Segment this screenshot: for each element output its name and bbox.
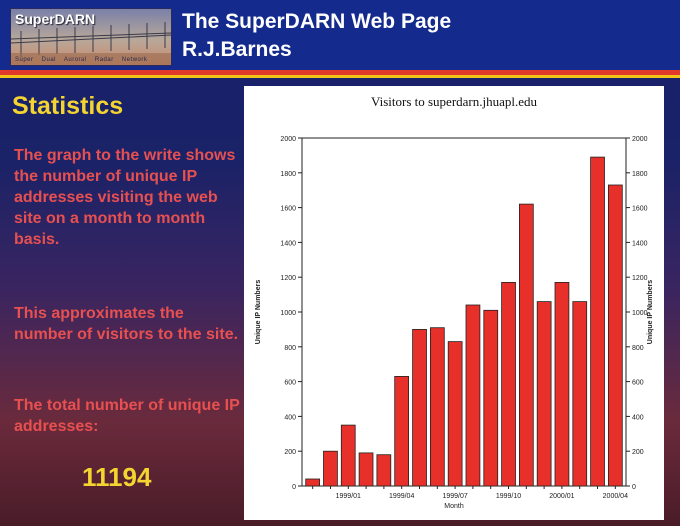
red-divider: [0, 70, 680, 75]
bar-1999-09: [483, 309, 499, 487]
bar-1999-06: [429, 327, 445, 487]
yellow-divider: [0, 75, 680, 78]
bar-1999-05: [412, 328, 427, 487]
x-tick-label: 2000/04: [603, 493, 628, 500]
x-tick-label: 1999/04: [389, 493, 414, 500]
bar-1999-03: [376, 454, 392, 487]
y-tick-label-right: 1200: [632, 275, 648, 282]
x-tick-label: 1999/01: [336, 493, 361, 500]
y-tick-label-right: 600: [632, 380, 644, 387]
total-value: 11194: [82, 462, 152, 492]
y-tick-label-right: 200: [632, 449, 644, 456]
radar-array-image: [11, 22, 171, 65]
page-title: The SuperDARN Web Page: [182, 10, 452, 33]
y-tick-label-right: 2000: [632, 136, 648, 143]
bar-1999-10: [501, 281, 516, 487]
bar-2000-04: [607, 184, 623, 487]
x-tick-label: 1999/10: [496, 493, 521, 500]
total-label: The total number of unique IP addresses:: [14, 397, 240, 435]
description-paragraph: The graph to the write shows the number …: [14, 147, 236, 248]
y-tick-label-right: 1800: [632, 171, 648, 178]
banner-subtitle: Super Dual Auroral Radar Network: [15, 57, 148, 63]
y-tick-label-left: 2000: [280, 136, 296, 143]
y-tick-label-left: 1800: [280, 171, 296, 178]
bar-1998-12: [323, 450, 338, 487]
y-tick-label-left: 600: [284, 380, 296, 387]
bar-1999-12: [536, 301, 552, 487]
y-tick-label-right: 400: [632, 414, 644, 421]
bar-1999-08: [465, 304, 481, 487]
bar-2000-02: [572, 301, 588, 487]
x-axis-label: Month: [444, 503, 464, 510]
y-tick-label-left: 1200: [280, 275, 296, 282]
bar-1999-04: [394, 375, 409, 487]
approximation-paragraph: This approximates the number of visitors…: [14, 305, 239, 343]
y-tick-label-right: 800: [632, 345, 644, 352]
y-tick-label-left: 200: [284, 449, 296, 456]
bar-1999-11: [518, 203, 534, 487]
section-heading: Statistics: [12, 92, 124, 120]
x-tick-label: 2000/01: [549, 493, 574, 500]
author-name: R.J.Barnes: [182, 38, 292, 61]
y-tick-label-left: 0: [292, 484, 296, 491]
header: SuperDARN Super Dual Auroral Radar Netwo…: [0, 0, 680, 70]
y-tick-label-right: 1600: [632, 206, 648, 213]
y-tick-label-right: 0: [632, 484, 636, 491]
banner-title: SuperDARN: [15, 11, 96, 27]
chart-title: Visitors to superdarn.jhuapl.edu: [371, 94, 538, 109]
y-tick-label-right: 1000: [632, 310, 648, 317]
y-tick-label-right: 1400: [632, 240, 648, 247]
y-tick-label-left: 1600: [280, 206, 296, 213]
bar-1999-02: [358, 452, 374, 487]
bar-2000-01: [554, 281, 570, 487]
y-tick-label-left: 400: [284, 414, 296, 421]
bar-1999-07: [447, 341, 463, 487]
visitors-bar-chart: Visitors to superdarn.jhuapl.edu 0 0 200 200…: [255, 94, 654, 510]
y-tick-label-left: 1400: [280, 240, 296, 247]
bar-1999-01: [340, 424, 356, 487]
y-axis-label-left: Unique IP Numbers: [255, 280, 262, 345]
bar-2000-03: [590, 156, 605, 487]
y-axis-label-right: Unique IP Numbers: [647, 280, 654, 345]
y-tick-label-left: 1000: [280, 310, 296, 317]
chart-panel: Visitors to superdarn.jhuapl.edu 0 0 200 200…: [244, 86, 664, 520]
x-tick-label: 1999/07: [442, 493, 467, 500]
superdarn-banner-image: SuperDARN Super Dual Auroral Radar Netwo…: [10, 8, 172, 66]
bar-1998-11: [305, 478, 321, 487]
y-tick-label-left: 800: [284, 345, 296, 352]
